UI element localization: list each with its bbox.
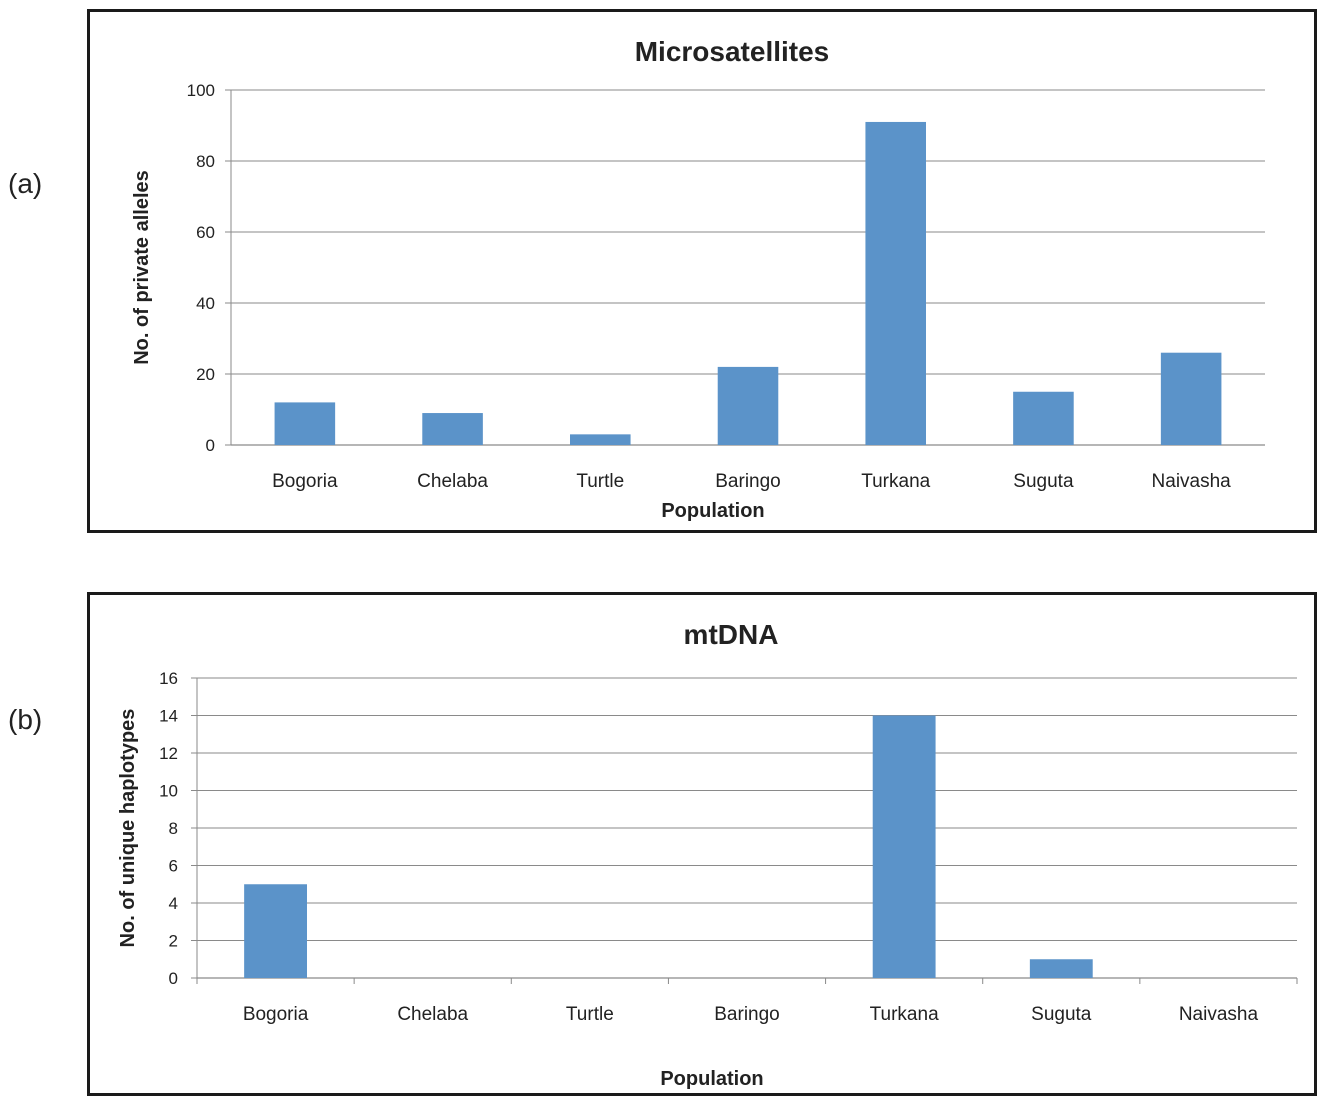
microsatellites-bar-chelaba bbox=[422, 413, 483, 445]
microsatellites-y-tick-label: 100 bbox=[187, 81, 215, 100]
panel-label-a: (a) bbox=[8, 168, 43, 199]
microsatellites-chart-title: Microsatellites bbox=[635, 36, 830, 67]
microsatellites-y-tick-label: 40 bbox=[196, 294, 215, 313]
microsatellites-bar-turtle bbox=[570, 434, 631, 445]
mtdna-y-tick-label: 4 bbox=[169, 894, 178, 913]
mtdna-category-label: Turtle bbox=[566, 1004, 614, 1025]
mtdna-bar-bogoria bbox=[244, 884, 307, 978]
microsatellites-bar-naivasha bbox=[1160, 352, 1222, 445]
microsatellites-bar-baringo bbox=[717, 366, 779, 445]
mtdna-category-label: Suguta bbox=[1031, 1004, 1092, 1025]
microsatellites-category-label: Chelaba bbox=[417, 471, 488, 492]
chart-frame-microsatellites bbox=[87, 9, 1317, 533]
microsatellites-y-tick-label: 80 bbox=[196, 152, 215, 171]
mtdna-y-tick-label: 8 bbox=[169, 819, 178, 838]
mtdna-bar-suguta bbox=[1029, 959, 1093, 978]
mtdna-x-axis-label: Population bbox=[660, 1068, 763, 1090]
microsatellites-y-tick-label: 60 bbox=[196, 223, 215, 242]
mtdna-y-tick-label: 2 bbox=[169, 932, 178, 951]
mtdna-category-label: Turkana bbox=[870, 1004, 939, 1025]
mtdna-chart-title: mtDNA bbox=[684, 619, 779, 650]
mtdna-category-label: Naivasha bbox=[1179, 1004, 1259, 1025]
mtdna-y-tick-label: 6 bbox=[169, 857, 178, 876]
mtdna-category-label: Chelaba bbox=[397, 1004, 468, 1025]
microsatellites-category-label: Suguta bbox=[1013, 471, 1074, 492]
chart-frame-mtdna bbox=[87, 592, 1317, 1096]
mtdna-y-tick-label: 0 bbox=[169, 969, 178, 988]
mtdna-category-label: Bogoria bbox=[243, 1004, 309, 1025]
microsatellites-category-label: Turkana bbox=[861, 471, 930, 492]
microsatellites-category-label: Naivasha bbox=[1152, 471, 1232, 492]
microsatellites-bar-turkana bbox=[865, 121, 926, 445]
microsatellites-y-axis-label: No. of private alleles bbox=[131, 170, 153, 365]
microsatellites-category-label: Baringo bbox=[715, 471, 781, 492]
mtdna-y-tick-label: 10 bbox=[159, 782, 178, 801]
mtdna-y-tick-label: 16 bbox=[159, 669, 178, 688]
mtdna-y-tick-label: 14 bbox=[159, 707, 178, 726]
microsatellites-category-label: Turtle bbox=[576, 471, 624, 492]
mtdna-category-label: Baringo bbox=[714, 1004, 780, 1025]
microsatellites-category-label: Bogoria bbox=[272, 471, 338, 492]
mtdna-y-axis-label: No. of unique haplotypes bbox=[117, 709, 139, 948]
microsatellites-x-axis-label: Population bbox=[661, 500, 764, 522]
microsatellites-y-tick-label: 0 bbox=[206, 436, 215, 455]
microsatellites-y-tick-label: 20 bbox=[196, 365, 215, 384]
mtdna-y-tick-label: 12 bbox=[159, 744, 178, 763]
microsatellites-bar-suguta bbox=[1013, 391, 1074, 445]
panel-label-b: (b) bbox=[8, 704, 43, 735]
mtdna-bar-turkana bbox=[872, 715, 936, 978]
microsatellites-bar-bogoria bbox=[274, 402, 336, 445]
